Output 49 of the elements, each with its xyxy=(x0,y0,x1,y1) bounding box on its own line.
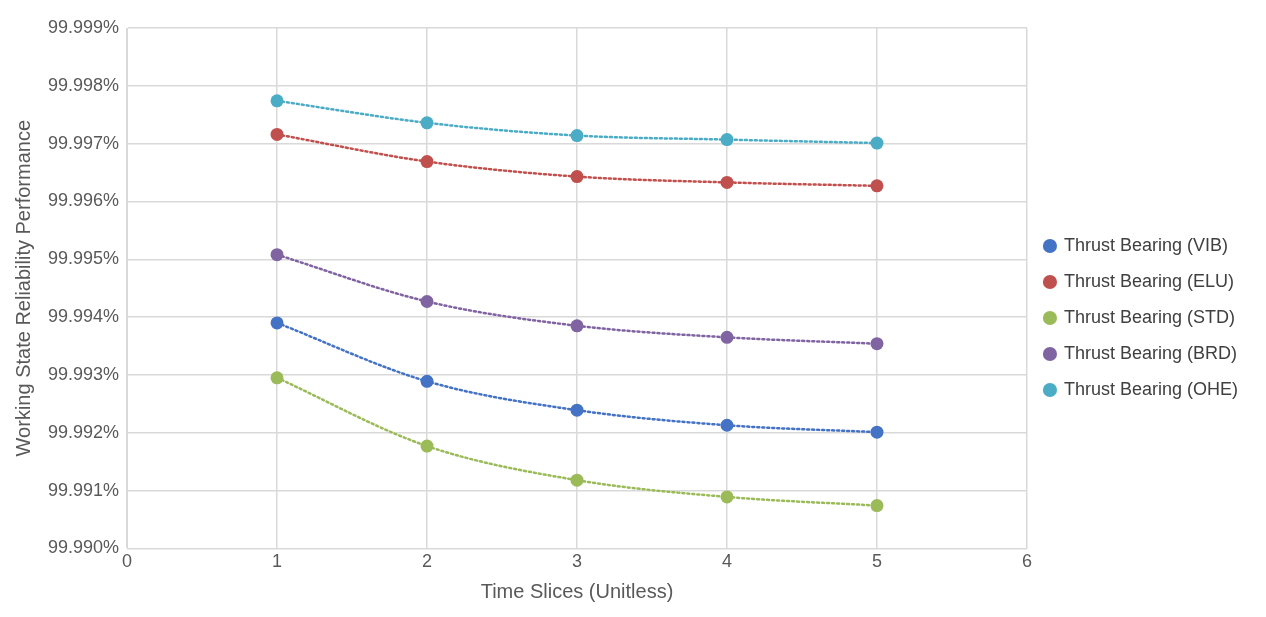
point xyxy=(270,371,284,385)
point xyxy=(420,116,434,130)
x-tick-label: 3 xyxy=(572,551,583,572)
point xyxy=(720,175,734,189)
point xyxy=(870,136,884,150)
point xyxy=(570,319,584,333)
point xyxy=(720,418,734,432)
legend-label: Thrust Bearing (ELU) xyxy=(1063,270,1235,291)
y-axis-title: Working State Reliability Performance xyxy=(11,119,34,457)
point xyxy=(270,94,284,108)
y-tick-label: 99.993% xyxy=(48,363,120,384)
point xyxy=(420,439,434,453)
y-tick-label: 99.991% xyxy=(48,479,120,500)
point xyxy=(270,316,284,330)
y-tick-label: 99.997% xyxy=(48,132,120,153)
y-tick-label: 99.999% xyxy=(48,16,120,37)
x-axis-title: Time Slices (Unitless) xyxy=(480,579,674,602)
point xyxy=(720,490,734,504)
point xyxy=(420,155,434,169)
y-tick-label: 99.995% xyxy=(48,248,120,269)
point xyxy=(570,473,584,487)
x-tick-label: 1 xyxy=(272,551,283,572)
point xyxy=(870,499,884,513)
x-tick-label: 0 xyxy=(122,551,133,572)
point xyxy=(870,337,884,351)
x-tick-label: 5 xyxy=(871,551,882,572)
legend-label: Thrust Bearing (BRD) xyxy=(1063,342,1238,363)
x-tick-label: 2 xyxy=(422,551,433,572)
point xyxy=(270,248,284,262)
point xyxy=(420,374,434,388)
y-tick-label: 99.994% xyxy=(48,306,120,327)
legend-label: Thrust Bearing (VIB) xyxy=(1063,234,1229,255)
point xyxy=(720,133,734,147)
legend-label: Thrust Bearing (STD) xyxy=(1063,306,1235,327)
point xyxy=(720,330,734,344)
point xyxy=(420,295,434,308)
point xyxy=(570,403,584,417)
point xyxy=(870,425,884,439)
point xyxy=(270,127,284,141)
y-tick-label: 99.992% xyxy=(48,421,120,442)
x-tick-label: 6 xyxy=(1021,551,1032,572)
point xyxy=(570,170,584,184)
point xyxy=(570,129,584,143)
y-tick-label: 99.996% xyxy=(48,190,120,211)
y-tick-label: 99.990% xyxy=(48,537,120,558)
x-tick-label: 4 xyxy=(721,551,732,572)
legend-label: Thrust Bearing (OHE) xyxy=(1063,378,1239,399)
y-tick-label: 99.998% xyxy=(48,74,120,95)
point xyxy=(870,179,884,193)
